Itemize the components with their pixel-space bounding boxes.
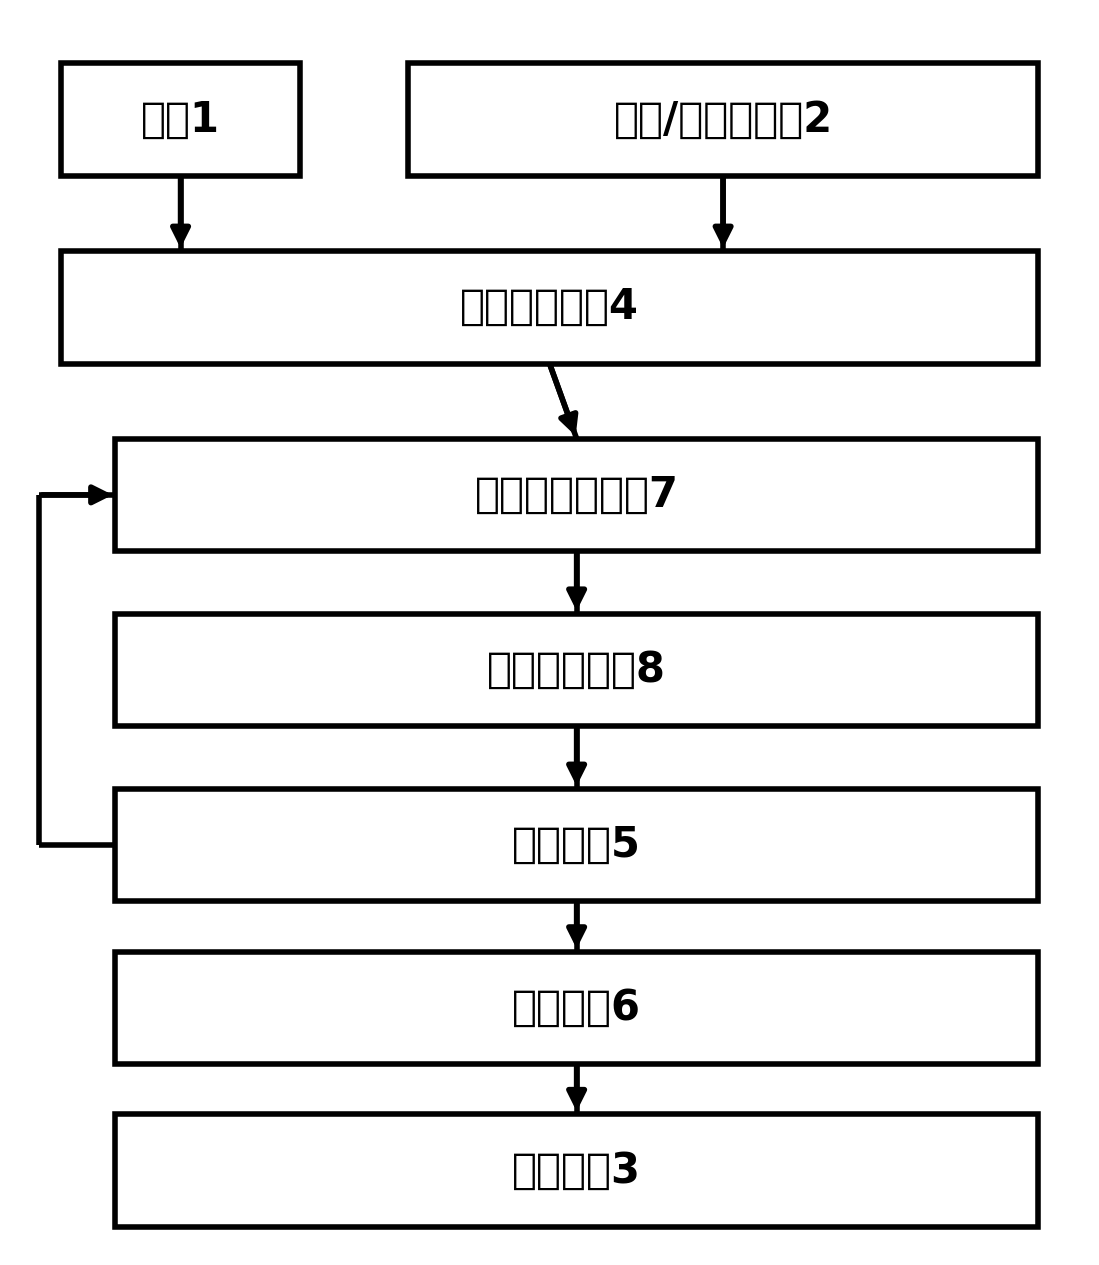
Text: 检测模块5: 检测模块5	[512, 825, 641, 867]
Text: 抖振计算模块8: 抖振计算模块8	[487, 649, 666, 691]
Bar	[115, 439, 1037, 552]
Bar	[115, 1114, 1037, 1227]
Text: 模型构建模块4: 模型构建模块4	[460, 286, 639, 328]
Bar	[115, 614, 1037, 726]
Text: 电源1: 电源1	[141, 99, 220, 140]
Text: 控制模块6: 控制模块6	[512, 987, 641, 1028]
Bar	[115, 951, 1037, 1064]
Bar	[62, 250, 1037, 363]
Text: 开关器件3: 开关器件3	[512, 1150, 641, 1192]
Bar	[62, 63, 300, 176]
Bar	[409, 63, 1037, 176]
Text: 电感/电流采集器2: 电感/电流采集器2	[613, 99, 833, 140]
Text: 滑模面计算模块7: 滑模面计算模块7	[475, 474, 678, 516]
Bar	[115, 789, 1037, 902]
